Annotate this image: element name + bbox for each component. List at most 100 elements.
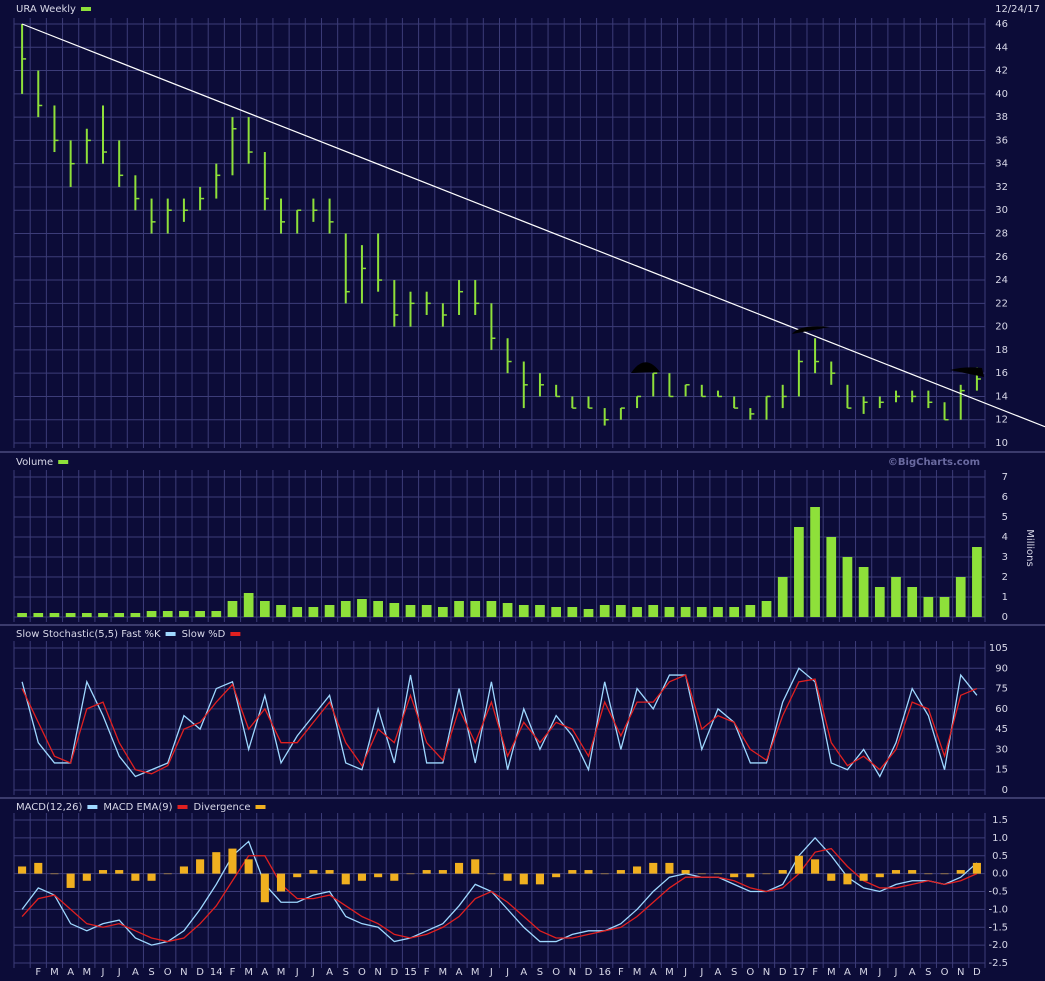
- y-tick-label: 14: [995, 391, 1008, 402]
- divergence-bar: [713, 873, 723, 875]
- x-tick-label: M: [827, 967, 836, 978]
- volume-bar: [891, 577, 901, 617]
- x-tick-label: J: [505, 967, 509, 978]
- x-tick-label: 17: [793, 967, 806, 978]
- price-title: URA Weekly: [16, 4, 76, 15]
- volume-bar: [33, 613, 44, 617]
- divergence-bar: [422, 870, 431, 874]
- divergence-bar: [228, 848, 237, 874]
- legend-swatch: [58, 460, 69, 464]
- x-tick-label: O: [746, 967, 754, 978]
- y-tick-label: 6: [1002, 492, 1008, 503]
- x-tick-label: M: [277, 967, 286, 978]
- volume-bar: [664, 607, 675, 617]
- divergence-bar: [163, 873, 172, 875]
- x-tick-label: S: [148, 967, 154, 978]
- x-tick-label: F: [618, 967, 624, 978]
- y-tick-label: 24: [995, 275, 1008, 286]
- x-tick-label: S: [925, 967, 931, 978]
- divergence-bar: [762, 873, 771, 875]
- divergence-bar: [357, 873, 366, 881]
- y-tick-label: 34: [995, 159, 1008, 170]
- x-tick-label: J: [489, 967, 493, 978]
- x-tick-label: J: [295, 967, 299, 978]
- y-tick-label: 44: [995, 42, 1008, 53]
- divergence-bar: [390, 873, 399, 881]
- divergence-bar: [665, 862, 674, 874]
- volume-bar: [858, 567, 869, 617]
- divergence-bar: [82, 873, 91, 881]
- divergence-bar: [293, 873, 302, 878]
- divergence-bar: [438, 870, 447, 874]
- volume-bar: [761, 601, 772, 617]
- x-tick-label: M: [439, 967, 448, 978]
- divergence-bar: [487, 873, 496, 875]
- x-tick-label: J: [311, 967, 315, 978]
- volume-bar: [826, 537, 837, 617]
- x-tick-label: M: [50, 967, 59, 978]
- y-tick-label: 30: [995, 744, 1008, 755]
- x-tick-label: D: [973, 967, 981, 978]
- y-tick-label: 0.0: [992, 869, 1008, 880]
- x-tick-label: N: [374, 967, 381, 978]
- macd-line: [21, 836, 978, 946]
- x-tick-label: M: [471, 967, 480, 978]
- x-tick-label: S: [537, 967, 543, 978]
- volume-bar: [17, 613, 27, 617]
- divergence-bar: [519, 873, 528, 885]
- x-tick-label: J: [894, 967, 898, 978]
- x-tick-label: A: [909, 967, 916, 978]
- legend-swatch: [230, 632, 241, 636]
- x-tick-label: O: [552, 967, 560, 978]
- x-tick-label: N: [180, 967, 187, 978]
- divergence-bar: [600, 873, 609, 875]
- volume-bar: [146, 611, 157, 617]
- volume-bar: [211, 611, 222, 617]
- y-tick-label: 75: [995, 684, 1008, 695]
- y-tick-label: 0: [1002, 785, 1008, 796]
- volume-bar: [259, 601, 270, 617]
- volume-bar: [551, 607, 561, 617]
- x-tick-label: 16: [598, 967, 611, 978]
- divergence-bar: [325, 870, 334, 874]
- x-tick-label: J: [101, 967, 105, 978]
- divergence-bar: [811, 859, 820, 874]
- y-tick-label: 1.0: [992, 833, 1008, 844]
- volume-bar: [114, 613, 125, 617]
- volume-bar: [567, 607, 578, 617]
- divergence-bar: [341, 873, 350, 885]
- legend-label: MACD(12,26): [16, 802, 83, 813]
- divergence-bar: [794, 855, 803, 874]
- x-tick-label: M: [633, 967, 642, 978]
- y-tick-label: 7: [1002, 472, 1008, 483]
- x-tick-label: M: [83, 967, 92, 978]
- legend-label: Slow Stochastic(5,5) Fast %K: [16, 629, 161, 640]
- volume-bar: [842, 557, 853, 617]
- trendline: [21, 23, 1045, 428]
- divergence-bar: [584, 870, 593, 874]
- volume-bar: [243, 593, 254, 617]
- y-tick-label: 90: [995, 663, 1008, 674]
- volume-bar: [599, 605, 610, 617]
- x-tick-label: M: [244, 967, 253, 978]
- divergence-bar: [940, 873, 949, 875]
- volume-bar: [389, 603, 400, 617]
- x-tick-label: N: [763, 967, 770, 978]
- x-tick-label: A: [261, 967, 268, 978]
- y-tick-label: -0.5: [988, 887, 1008, 898]
- x-tick-label: A: [844, 967, 851, 978]
- y-tick-label: 45: [995, 724, 1008, 735]
- x-tick-label: J: [699, 967, 703, 978]
- y-tick-label: 32: [995, 182, 1008, 193]
- macd-line: [21, 847, 978, 943]
- x-tick-label: D: [196, 967, 204, 978]
- volume-bar: [939, 597, 950, 617]
- divergence-bar: [697, 873, 706, 875]
- volume-bar: [195, 611, 205, 617]
- volume-bar: [324, 605, 335, 617]
- divergence-bar: [260, 873, 269, 903]
- y-tick-label: -2.0: [988, 940, 1008, 951]
- legend-swatch: [87, 805, 98, 809]
- x-tick-label: 15: [404, 967, 417, 978]
- y-tick-label: 2: [1002, 572, 1008, 583]
